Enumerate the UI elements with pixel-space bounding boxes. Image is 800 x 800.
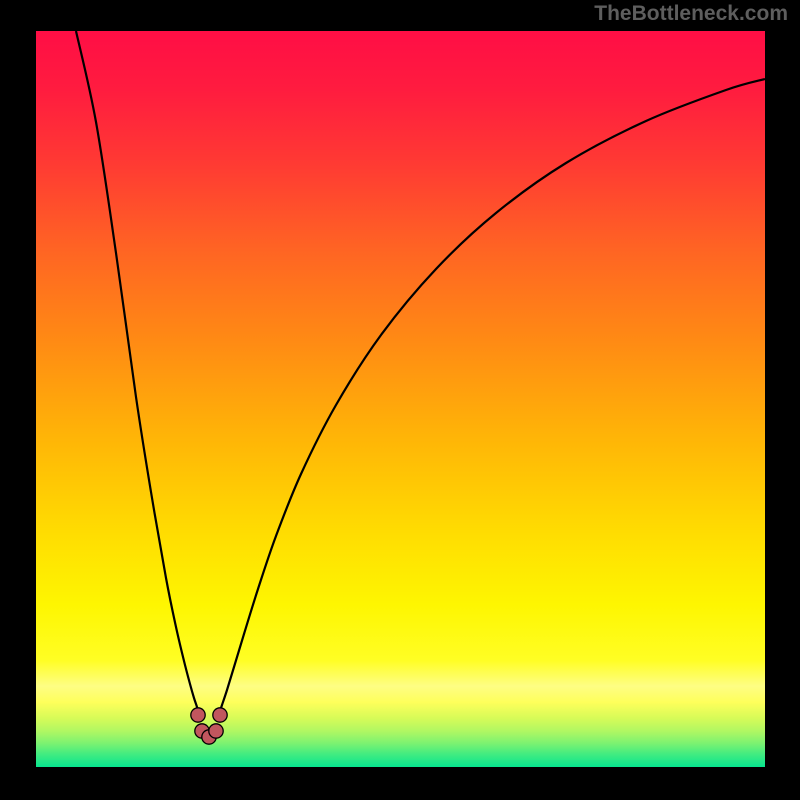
attribution-label: TheBottleneck.com — [594, 2, 788, 26]
plot-svg — [36, 31, 765, 767]
trough-marker — [213, 708, 227, 722]
chart-container: TheBottleneck.com — [0, 0, 800, 800]
trough-marker — [209, 724, 223, 738]
plot-area — [36, 31, 765, 767]
gradient-background — [36, 31, 765, 767]
trough-marker — [191, 708, 205, 722]
